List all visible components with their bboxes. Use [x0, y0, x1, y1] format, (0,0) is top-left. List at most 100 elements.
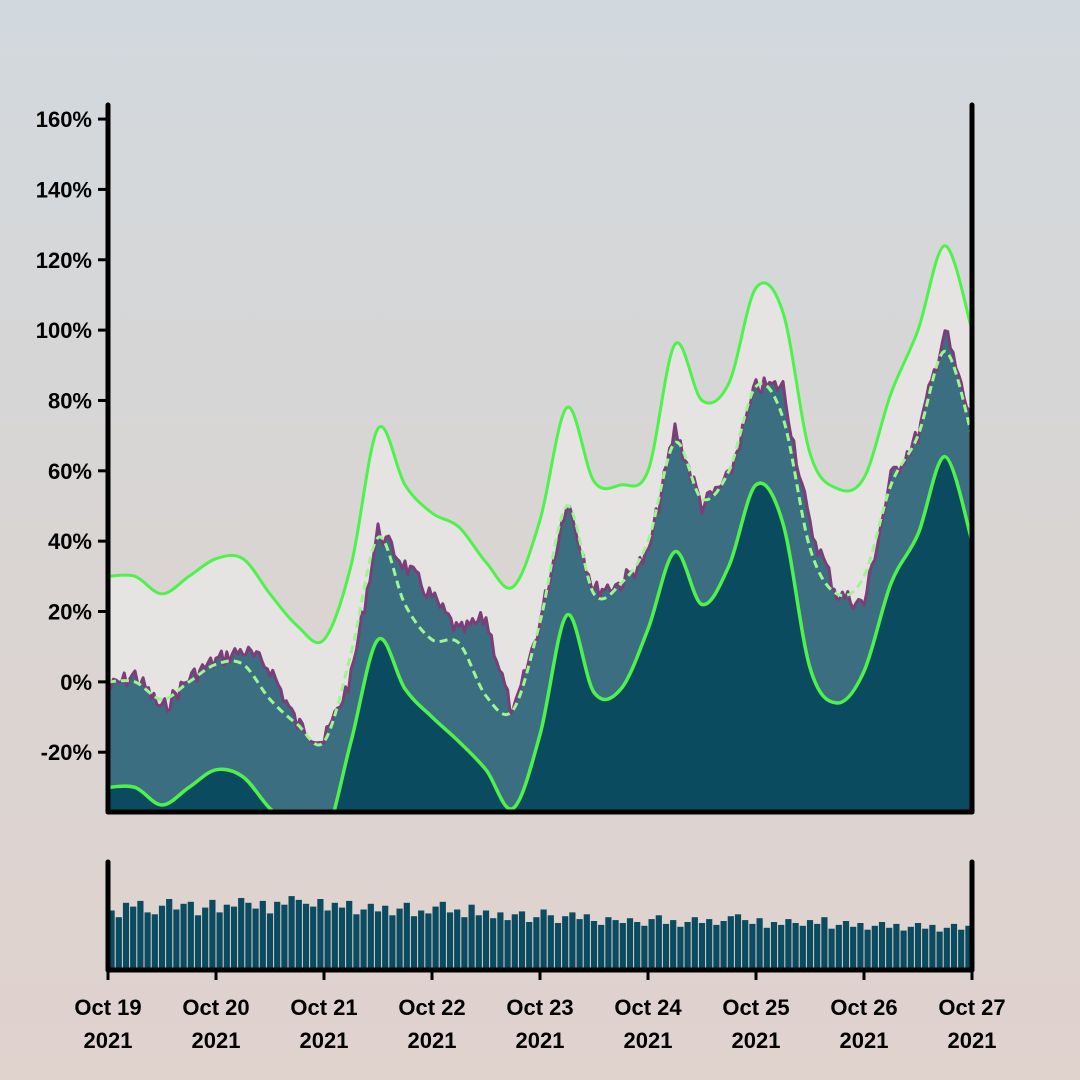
volume-bar — [403, 902, 410, 970]
volume-bar — [770, 922, 778, 970]
x-tick-year: 2021 — [408, 1028, 457, 1053]
volume-bar — [122, 902, 130, 970]
volume-bar — [360, 909, 367, 970]
y-tick-label: 0% — [60, 670, 92, 695]
volume-bar — [137, 900, 144, 970]
volume-bar — [936, 931, 943, 970]
volume-bar — [202, 907, 209, 970]
volume-bar — [540, 909, 547, 970]
y-tick-label: -20% — [41, 740, 92, 765]
upper-band-line — [108, 244, 972, 645]
volume-bar — [223, 904, 230, 970]
volume-bar — [482, 910, 490, 970]
volume-bar — [338, 907, 346, 970]
volume-bar — [778, 924, 785, 970]
volume-bar — [612, 920, 619, 970]
volume-bar — [576, 919, 583, 970]
volume-bar — [252, 908, 259, 970]
volume-bar — [641, 925, 648, 970]
volume-bar — [346, 900, 353, 970]
volume-bar — [893, 923, 900, 970]
volume-bar — [914, 923, 922, 970]
volume-bar — [302, 903, 310, 970]
y-axis-ticks: -20% 0% 20% 40% 60% 80% 100% 120% 140% 160% — [36, 107, 108, 765]
lower-band-line — [108, 454, 972, 812]
x-tick-label: Oct 23 — [506, 995, 573, 1020]
x-tick-label: Oct 27 — [938, 995, 1005, 1020]
volume-bar — [756, 918, 763, 970]
y-tick-label: 100% — [36, 318, 92, 343]
volume-bar — [943, 927, 950, 970]
volume-bar — [317, 899, 324, 970]
volume-bar — [410, 916, 418, 970]
volume-bar — [432, 906, 439, 970]
volume-bar — [194, 915, 202, 970]
volume-bar — [115, 917, 122, 970]
x-tick-year: 2021 — [516, 1028, 565, 1053]
volume-bar — [857, 923, 864, 970]
x-tick-label: Oct 25 — [722, 995, 789, 1020]
x-tick-label: Oct 21 — [290, 995, 357, 1020]
volume-bar — [792, 923, 799, 970]
volume-bar — [166, 899, 173, 970]
volume-bar — [238, 898, 245, 970]
x-tick-year: 2021 — [840, 1028, 889, 1053]
volume-bar — [245, 902, 252, 970]
volume-bar — [634, 922, 641, 970]
volume-bar — [907, 926, 914, 970]
moving-average-line — [108, 349, 972, 747]
volume-bar — [454, 909, 461, 970]
y-tick-label: 60% — [48, 459, 92, 484]
x-tick-year: 2021 — [84, 1028, 133, 1053]
volume-bar — [173, 909, 180, 970]
volume-bar — [108, 910, 115, 970]
volume-bar — [151, 914, 158, 970]
x-tick-label: Oct 19 — [74, 995, 141, 1020]
volume-bar — [583, 914, 590, 970]
x-tick-label: Oct 26 — [830, 995, 897, 1020]
volume-bar — [590, 921, 598, 970]
volume-bar — [461, 917, 468, 970]
volume-bar — [331, 902, 338, 970]
volume-bar — [274, 901, 281, 970]
volume-bar — [950, 923, 958, 970]
volume-bar — [626, 918, 634, 970]
volume-bar — [533, 917, 540, 970]
volume-bar — [180, 903, 187, 970]
volume-bar — [374, 911, 382, 970]
volume-bar — [655, 915, 662, 970]
volume-bar — [511, 914, 518, 970]
volume-bar — [187, 901, 194, 970]
volume-bar — [720, 921, 727, 970]
volume-bar — [396, 908, 403, 970]
volume-bar — [806, 920, 814, 970]
y-tick-label: 120% — [36, 248, 92, 273]
volume-bar — [266, 913, 274, 970]
volume-bar — [259, 900, 266, 970]
volume-bar — [814, 923, 821, 970]
volume-bar — [900, 930, 907, 970]
volume-bar — [713, 924, 720, 970]
volume-bar — [295, 899, 302, 970]
main-plot — [108, 244, 972, 812]
volume-bar — [698, 923, 706, 970]
volume-bar — [526, 922, 533, 970]
volume-bar — [490, 918, 497, 970]
volume-bar — [878, 922, 886, 970]
volume-bar — [670, 920, 677, 970]
volume-bar — [518, 911, 526, 970]
volume-bar — [886, 927, 893, 970]
volume-bar — [475, 915, 482, 970]
volume-bar — [389, 915, 396, 970]
volume-bar — [734, 914, 742, 970]
volume-bar — [785, 919, 792, 970]
volume-bar — [547, 915, 554, 970]
volume-bar — [864, 929, 871, 970]
volume-bar — [382, 905, 389, 970]
volume-bar — [497, 912, 504, 970]
volume-bar — [958, 929, 965, 970]
volume-bar — [871, 925, 878, 970]
volume-bar — [763, 927, 770, 970]
volume-bar — [569, 912, 576, 970]
